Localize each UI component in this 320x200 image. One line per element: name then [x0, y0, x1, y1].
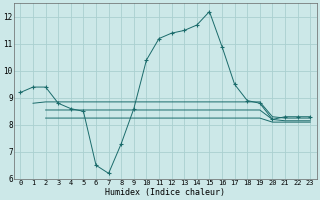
X-axis label: Humidex (Indice chaleur): Humidex (Indice chaleur) [105, 188, 225, 197]
